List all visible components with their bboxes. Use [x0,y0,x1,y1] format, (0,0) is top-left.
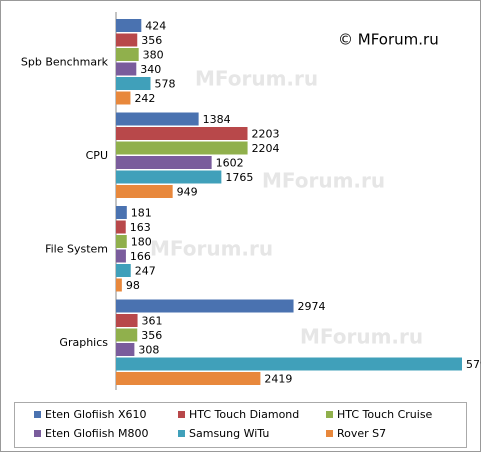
legend-swatch [34,430,41,437]
legend-label: Eten Glofiish M800 [45,427,148,440]
bar [116,235,127,248]
legend-swatch [326,411,333,418]
value-label: 2204 [252,142,280,155]
legend-box [14,402,467,448]
bar [116,127,248,140]
bar [116,357,462,371]
legend-swatch [178,411,185,418]
value-label: 2974 [298,300,326,313]
bar [116,91,131,105]
legend-label: Rover S7 [337,427,386,440]
category-label: Spb Benchmark [21,56,109,69]
category-label: File System [45,243,108,256]
category-label: Graphics [59,336,108,349]
bar [116,156,212,169]
bar [116,185,173,198]
bar [116,278,122,292]
bar [116,206,127,219]
watermarks: MForum.ru MForum.ru MForum.ru MForum.ru [150,67,423,349]
value-label: 247 [135,265,156,278]
value-label: 356 [141,329,162,342]
value-label: 380 [143,49,164,62]
bar [116,170,222,184]
value-label: 308 [138,344,159,357]
watermark: MForum.ru [150,237,273,261]
bar [116,220,126,234]
legend-label: Samsung WiTu [189,427,269,440]
bar [116,141,248,155]
bar [116,19,142,32]
bar [116,314,138,327]
bar [116,62,137,76]
watermark: MForum.ru [195,67,318,91]
bar [116,249,126,263]
bar [116,112,199,126]
bar [116,299,294,313]
value-label: 1384 [203,113,231,126]
watermark: MForum.ru [262,169,385,193]
legend-swatch [34,411,41,418]
bar [116,264,131,277]
legend-swatch [326,430,333,437]
value-label: 1765 [225,171,253,184]
value-label: 5796 [466,358,481,371]
legend-label: HTC Touch Diamond [189,408,299,421]
value-label: 242 [134,92,155,105]
value-label: 163 [130,221,151,234]
value-label: 424 [145,20,166,33]
value-label: 2203 [252,128,280,141]
watermark: MForum.ru [300,325,423,349]
value-label: 180 [131,236,152,249]
copyright: © MForum.ru [338,31,439,49]
bar [116,372,261,385]
legend-label: Eten Glofiish X610 [45,408,147,421]
value-label: 2419 [264,373,292,386]
value-label: 181 [131,207,152,220]
value-label: 361 [142,315,163,328]
value-label: 356 [141,34,162,47]
bar [116,33,138,47]
value-label: 98 [126,279,140,292]
value-label: 578 [155,78,176,91]
value-label: 949 [177,186,198,199]
legend-swatch [178,430,185,437]
value-label: 340 [140,63,161,76]
category-label: CPU [86,149,108,162]
value-label: 1602 [216,157,244,170]
bar [116,343,135,356]
value-label: 166 [130,250,151,263]
legend-label: HTC Touch Cruise [337,408,433,421]
bar [116,328,138,342]
bar [116,77,151,90]
bar [116,48,139,61]
